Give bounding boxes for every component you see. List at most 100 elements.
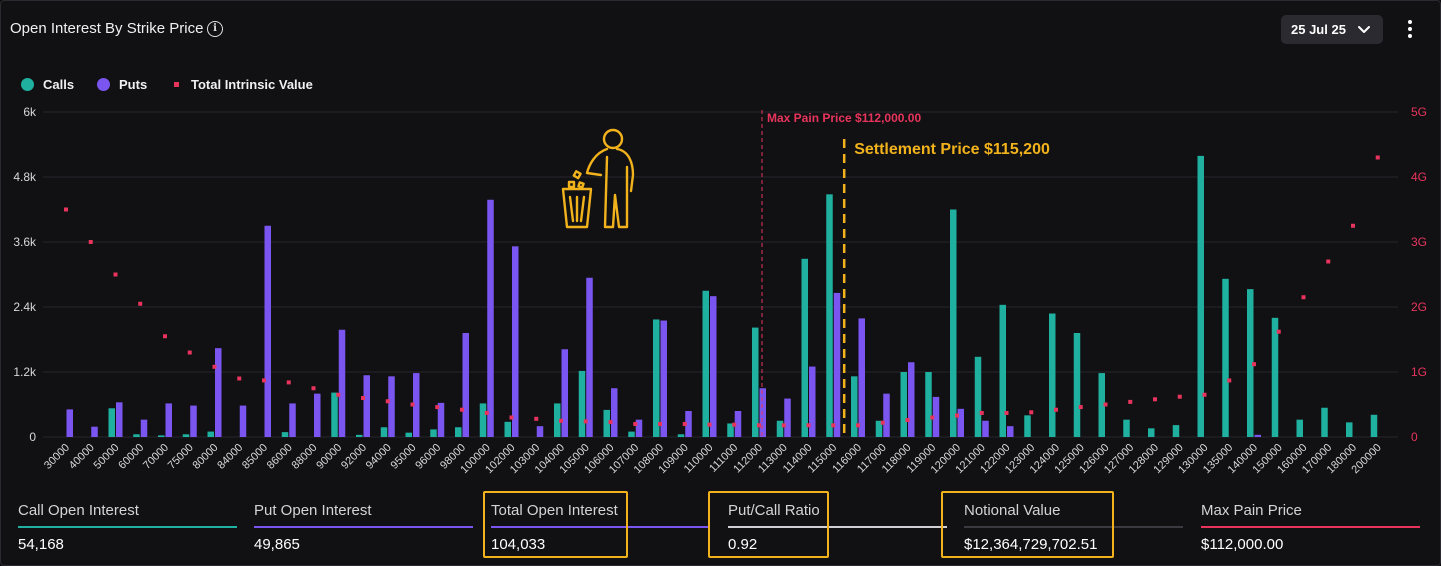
stat-value: $112,000.00 bbox=[1201, 536, 1284, 553]
put-bar bbox=[561, 349, 568, 437]
intrinsic-value-point bbox=[1351, 223, 1355, 228]
date-selector[interactable]: 25 Jul 25 bbox=[1281, 15, 1383, 44]
put-bar bbox=[908, 362, 915, 437]
chevron-down-icon bbox=[1358, 26, 1370, 33]
stat-notional-value: Notional Value $12,364,729,702.51 bbox=[964, 497, 1184, 563]
intrinsic-value-point bbox=[336, 392, 341, 397]
call-bar bbox=[380, 427, 388, 437]
call-bar bbox=[1172, 425, 1180, 437]
intrinsic-value-point bbox=[905, 418, 910, 423]
put-bar bbox=[314, 393, 321, 437]
intrinsic-value-point bbox=[1202, 392, 1207, 397]
stat-label: Max Pain Price bbox=[1201, 502, 1302, 519]
call-bar bbox=[578, 370, 586, 437]
put-bar bbox=[685, 411, 692, 437]
stat-put-call-ratio: Put/Call Ratio 0.92 bbox=[728, 497, 948, 563]
put-bar bbox=[487, 199, 494, 437]
x-tick-label: 84000 bbox=[215, 442, 245, 472]
info-icon[interactable]: i bbox=[207, 21, 223, 37]
call-bar bbox=[702, 290, 709, 437]
put-bar bbox=[239, 405, 247, 437]
stat-underline bbox=[728, 526, 947, 528]
x-tick-label: 96000 bbox=[413, 442, 443, 472]
max-pain-label: Max Pain Price $112,000.00 bbox=[767, 111, 921, 125]
intrinsic-value-point bbox=[707, 422, 712, 427]
x-tick-label: 85000 bbox=[240, 442, 270, 472]
intrinsic-value-point bbox=[286, 380, 291, 385]
put-bar bbox=[91, 426, 98, 437]
intrinsic-value-point bbox=[1301, 295, 1306, 300]
intrinsic-value-point bbox=[237, 376, 242, 381]
y-tick-label-left: 6k bbox=[23, 105, 37, 119]
call-bar bbox=[554, 403, 561, 437]
puts-swatch bbox=[97, 78, 110, 91]
stat-value: 49,865 bbox=[254, 536, 300, 553]
call-bar bbox=[727, 423, 734, 437]
call-bar bbox=[826, 194, 833, 437]
call-bar bbox=[356, 434, 363, 437]
call-bar bbox=[504, 421, 511, 437]
call-bar bbox=[628, 431, 635, 437]
x-tick-label: 75000 bbox=[166, 442, 196, 472]
put-bar bbox=[363, 375, 370, 437]
call-bar bbox=[925, 372, 932, 437]
x-tick-label: 70000 bbox=[141, 442, 171, 472]
intrinsic-value-point bbox=[311, 386, 316, 391]
call-bar bbox=[900, 372, 907, 437]
call-bar bbox=[1222, 278, 1229, 437]
y-tick-label-right: 2G bbox=[1411, 300, 1427, 314]
intrinsic-value-point bbox=[435, 405, 440, 410]
call-bar bbox=[1370, 414, 1378, 437]
open-interest-chart: 0 0 1.2k 1G 2.4k 2G 3.6k 3G 4.8k 4G 6k 5G 3000040000… bbox=[13, 105, 1427, 476]
stat-value: 54,168 bbox=[18, 536, 64, 553]
intrinsic-value-point bbox=[806, 423, 811, 428]
intrinsic-value-point bbox=[1029, 410, 1034, 415]
put-bar bbox=[116, 402, 123, 437]
y-tick-label-right: 3G bbox=[1411, 235, 1427, 249]
put-bar bbox=[512, 246, 519, 437]
call-bar bbox=[653, 319, 660, 437]
call-bar bbox=[1346, 422, 1353, 437]
put-bar bbox=[833, 292, 841, 437]
stat-underline bbox=[254, 526, 473, 528]
intrinsic-value-point bbox=[212, 364, 217, 369]
x-tick-label: 50000 bbox=[92, 442, 122, 472]
y-tick-label-left: 3.6k bbox=[13, 235, 37, 249]
call-bar bbox=[430, 429, 437, 437]
call-bar bbox=[182, 434, 190, 437]
call-bar bbox=[603, 409, 610, 437]
x-tick-label: 40000 bbox=[67, 442, 97, 472]
call-bar bbox=[479, 403, 487, 437]
x-tick-label: 80000 bbox=[191, 442, 221, 472]
intrinsic-value-point bbox=[1326, 259, 1331, 264]
intrinsic-value-point bbox=[1128, 399, 1133, 404]
put-bar bbox=[982, 420, 989, 437]
put-bar bbox=[190, 405, 197, 437]
more-options-icon[interactable] bbox=[1401, 17, 1419, 41]
intrinsic-value-point bbox=[1004, 410, 1009, 415]
put-bar bbox=[264, 225, 271, 437]
intrinsic-value-point bbox=[979, 410, 984, 415]
call-bar bbox=[851, 376, 858, 437]
stat-underline bbox=[1201, 526, 1420, 528]
y-tick-label-right: 4G bbox=[1411, 170, 1427, 184]
intrinsic-value-point bbox=[831, 423, 836, 428]
x-tick-label: 95000 bbox=[389, 442, 419, 472]
call-bar bbox=[752, 327, 759, 437]
x-tick-label: 94000 bbox=[364, 442, 394, 472]
call-bar bbox=[1271, 317, 1279, 437]
intrinsic-value-point bbox=[1153, 397, 1157, 402]
panel-title: Open Interest By Strike Price bbox=[10, 20, 204, 37]
intrinsic-value-point bbox=[583, 419, 588, 424]
intrinsic-value-point bbox=[633, 422, 638, 426]
put-bar bbox=[734, 411, 742, 437]
put-bar bbox=[388, 376, 395, 437]
intrinsic-value-point bbox=[930, 415, 935, 420]
put-bar bbox=[437, 402, 445, 437]
put-bar bbox=[883, 393, 890, 437]
intrinsic-value-point bbox=[781, 423, 786, 428]
call-bar bbox=[1296, 419, 1303, 437]
put-bar bbox=[462, 333, 469, 437]
intrinsic-value-point bbox=[484, 410, 489, 415]
